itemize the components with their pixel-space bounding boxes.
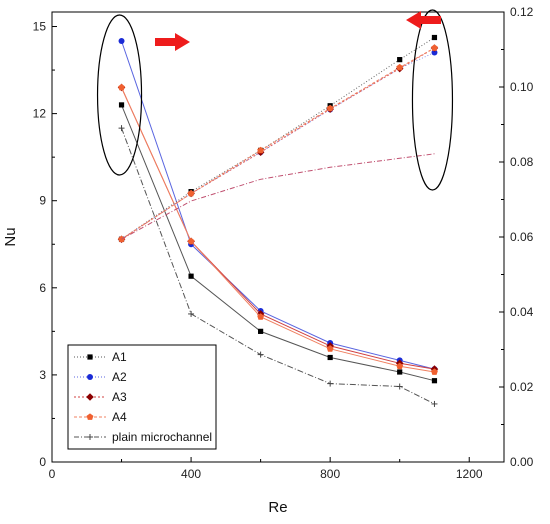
y2-tick-label: 0.02 — [510, 380, 534, 394]
x-axis-title: Re — [268, 499, 287, 516]
data-point — [188, 273, 194, 279]
data-point — [187, 189, 195, 197]
x-tick-label: 800 — [320, 467, 340, 481]
data-point — [327, 354, 333, 361]
data-point — [431, 368, 438, 375]
highlight-ellipse — [96, 14, 143, 176]
data-point — [257, 146, 265, 154]
legend-label: A1 — [112, 350, 127, 364]
data-point — [257, 313, 265, 320]
series-line — [121, 87, 435, 370]
data-point — [326, 345, 334, 352]
series-a2-right — [118, 49, 438, 243]
legend-label: A3 — [112, 390, 127, 404]
arrow-shape — [155, 33, 190, 51]
y-axis-left: 0 3 6 9 12 15 — [33, 20, 57, 469]
data-point — [431, 49, 438, 56]
data-point — [257, 351, 264, 358]
y-tick-label: 6 — [39, 281, 46, 295]
series-a4-right — [118, 44, 438, 243]
y-tick-label: 3 — [39, 368, 46, 382]
x-axis: 0 400 800 1200 — [49, 457, 483, 481]
series-line — [121, 52, 435, 240]
y-axis-title: Nu — [2, 227, 19, 246]
data-point — [397, 369, 403, 375]
legend: A1 A2 A3 A4 plain microchannel — [67, 344, 217, 450]
data-point — [118, 125, 125, 132]
series-plain-microchannel-right — [121, 153, 435, 240]
y2-tick-label: 0.12 — [510, 5, 534, 19]
y-tick-label: 0 — [39, 455, 46, 469]
series-line — [121, 104, 435, 382]
y2-tick-label: 0.06 — [510, 230, 534, 244]
legend-item-a1: A1 — [74, 350, 127, 364]
data-point — [396, 362, 404, 370]
series-a4-left — [118, 83, 438, 375]
data-point — [258, 328, 264, 334]
series-line — [121, 47, 435, 240]
legend-marker — [87, 374, 93, 380]
data-point — [187, 237, 195, 245]
y-tick-label: 9 — [39, 194, 46, 208]
legend-label: A2 — [112, 370, 127, 384]
data-point — [397, 57, 403, 63]
series-line — [121, 40, 435, 370]
x-tick-label: 400 — [181, 467, 201, 481]
legend-label: plain microchannel — [112, 430, 212, 444]
data-point — [118, 102, 125, 108]
series-line — [121, 47, 435, 240]
data-point — [118, 83, 125, 91]
legend-item-a3: A3 — [74, 390, 127, 404]
data-point — [431, 378, 438, 384]
legend-item-a4: A4 — [74, 410, 127, 424]
arrow-left — [406, 11, 441, 29]
data-point — [431, 34, 438, 41]
series-plain-microchannel-left — [118, 125, 438, 407]
x-tick-label: 1200 — [456, 467, 483, 481]
y2-tick-label: 0.00 — [510, 455, 534, 469]
data-point — [396, 63, 404, 71]
y2-tick-label: 0.08 — [510, 155, 534, 169]
legend-marker — [87, 434, 93, 440]
series-line — [121, 153, 435, 240]
data-point — [396, 383, 403, 390]
y-tick-label: 12 — [33, 107, 47, 121]
legend-item-plain-microchannel: plain microchannel — [74, 430, 212, 444]
data-point — [431, 400, 438, 407]
legend-marker — [86, 393, 94, 401]
series-a1-right — [118, 34, 438, 242]
x-tick-label: 0 — [49, 467, 56, 481]
data-point — [327, 380, 334, 387]
series-layer — [117, 34, 439, 407]
data-point — [188, 310, 195, 317]
series-line — [121, 87, 435, 373]
series-a3-left — [117, 83, 439, 373]
highlight-ellipse — [411, 9, 454, 191]
data-point — [326, 104, 334, 112]
arrow-right — [155, 33, 190, 51]
y-axis-right: 0.00 0.02 0.04 0.06 0.08 0.10 0.12 — [499, 5, 534, 469]
arrow-shape — [406, 11, 441, 29]
data-point — [431, 44, 438, 51]
series-line — [121, 127, 435, 405]
y2-tick-label: 0.10 — [510, 80, 534, 94]
legend-marker — [87, 354, 93, 360]
legend-item-a2: A2 — [74, 370, 127, 384]
data-point — [118, 38, 125, 45]
annotation-layer — [96, 9, 454, 191]
y2-tick-label: 0.04 — [510, 305, 534, 319]
series-a1-left — [118, 102, 438, 384]
legend-marker — [86, 413, 94, 420]
legend-label: A4 — [112, 410, 127, 424]
y-tick-label: 15 — [33, 20, 47, 34]
